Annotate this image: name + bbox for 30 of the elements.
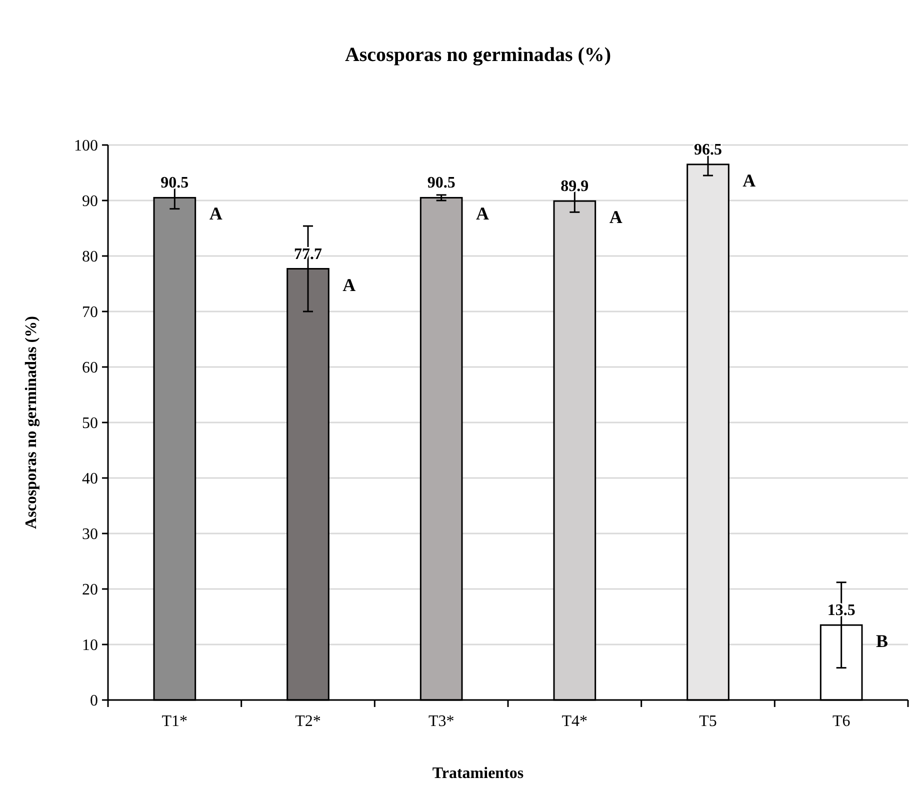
data-label: 96.5 (694, 141, 722, 158)
data-label: 90.5 (160, 174, 189, 192)
x-axis-title: Tratamientos (432, 765, 524, 782)
annotation: A (476, 204, 489, 224)
annotation: A (342, 274, 356, 295)
annotation: A (742, 170, 756, 190)
y-tick-label: 20 (82, 582, 98, 599)
y-tick-label: 100 (74, 138, 98, 155)
annotation: A (209, 204, 222, 224)
x-tick-label: T3* (428, 713, 454, 730)
y-tick-label: 0 (90, 692, 98, 710)
annotation: B (876, 631, 888, 652)
y-tick-label: 30 (82, 526, 98, 544)
x-tick-label: T6 (832, 713, 850, 730)
x-tick-label: T5 (699, 713, 717, 730)
y-tick-label: 40 (82, 470, 98, 488)
y-tick-label: 50 (82, 415, 98, 432)
y-tick-label: 70 (82, 304, 98, 322)
y-axis-title: Ascosporas no germinadas (%) (344, 44, 612, 66)
y-tick-label: 80 (82, 248, 98, 266)
x-tick-label: T2* (295, 713, 321, 730)
y-tick-label: 90 (82, 193, 98, 210)
y-tick-label: 60 (82, 360, 98, 377)
x-tick-label: T4* (562, 713, 588, 730)
data-label: 90.5 (427, 174, 456, 192)
y-tick-label: 10 (82, 637, 98, 654)
annotation: A (609, 207, 622, 228)
data-label: 89.9 (560, 178, 589, 196)
x-tick-label: T1* (162, 713, 188, 730)
text: Ascosporas no germinadas (%) (23, 316, 40, 529)
